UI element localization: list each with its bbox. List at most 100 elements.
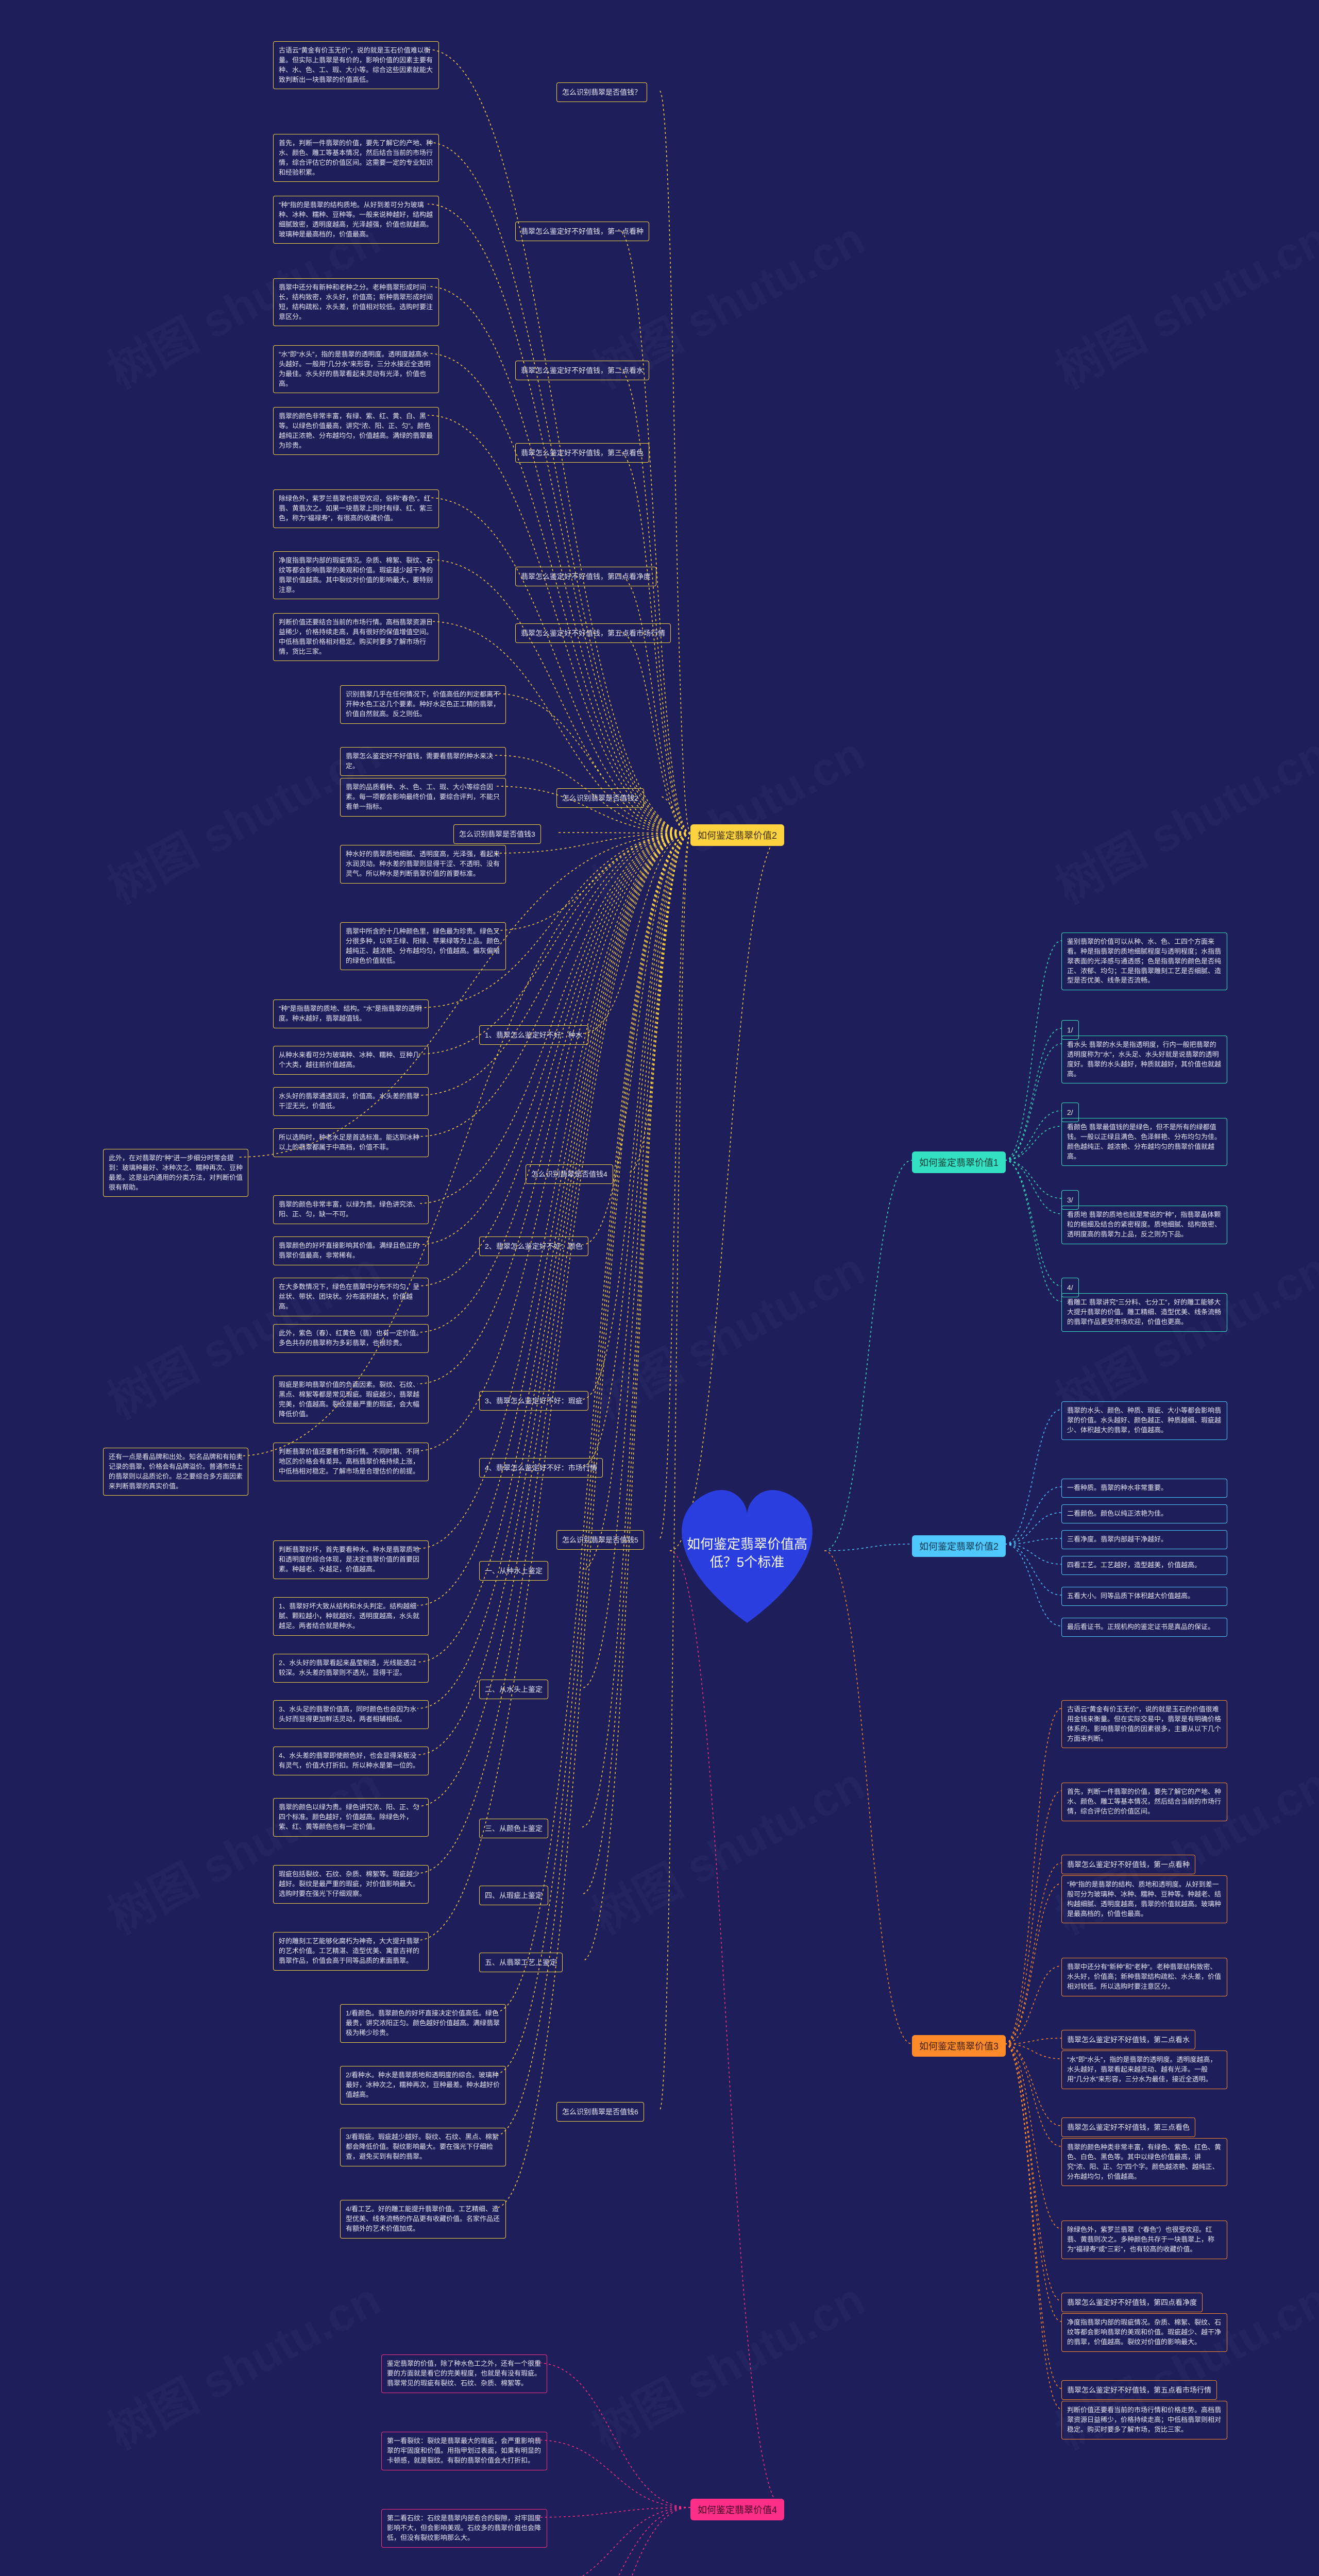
topic-body: 首先，判断一件翡翠的价值，要先了解它的产地、种水、颜色、雕工等基本情况，然后结合… (1061, 1783, 1227, 1821)
topic-body: 从种水来看可分为玻璃种、冰种、糯种、豆种几个大类，越往前价值越高。 (273, 1046, 429, 1075)
watermark: 树图 shutu.cn (1042, 717, 1319, 916)
topic-body: 瑕疵包括裂纹、石纹、杂质、棉絮等。瑕疵越少越好。裂纹是最严重的瑕疵，对价值影响最… (273, 1865, 429, 1904)
topic-body: 翡翠的颜色非常丰富，以绿为贵。绿色讲究浓、阳、正、匀，缺一不可。 (273, 1195, 429, 1224)
topic-body: “水”即“水头”，指的是翡翠的透明度。透明度越高水头越好。一般用“几分水”来形容… (273, 345, 439, 393)
topic-body: 净度指翡翠内部的瑕疵情况。杂质、棉絮、裂纹、石纹等都会影响翡翠的美观和价值。瑕疵… (1061, 2313, 1227, 2352)
watermark: 树图 shutu.cn (94, 2262, 390, 2462)
hub-node: 如何鉴定翡翠价值2 (912, 1535, 1006, 1557)
topic-body: 2/看种水。种水是翡翠质地和透明度的综合。玻璃种最好，冰种次之，糯种再次，豆种最… (340, 2066, 506, 2105)
topic-body: 判断价值还要看当前的市场行情和价格走势。高档翡翠资源日益稀少，价格持续走高；中低… (1061, 2401, 1227, 2439)
topic-body: 鉴定翡翠的价值，除了种水色工之外，还有一个很重要的方面就是看它的完美程度，也就是… (381, 2354, 547, 2393)
topic-body: 首先，判断一件翡翠的价值，要先了解它的产地、种水、颜色、雕工等基本情况，然后结合… (273, 134, 439, 182)
topic-body: 除绿色外，紫罗兰翡翠也很受欢迎，俗称“春色”。红翡、黄翡次之。如果一块翡翠上同时… (273, 489, 439, 528)
topic-body: 一看种质。翡翠的种水非常重要。 (1061, 1479, 1227, 1498)
watermark: 树图 shutu.cn (579, 1747, 874, 1946)
topic-body: 种水好的翡翠质地细腻、透明度高，光泽强，看起来水润灵动。种水差的翡翠则显得干涩、… (340, 845, 506, 884)
topic-title: 翡翠怎么鉴定好不好值钱，第二点看水 (1061, 2030, 1195, 2049)
topic-body: 判断翡翠价值还要看市场行情。不同时期、不同地区的价格会有差异。高档翡翠价格持续上… (273, 1443, 429, 1481)
topic-body: 3/看瑕疵。瑕疵越少越好。裂纹、石纹、黑点、棉絮都会降低价值。裂纹影响最大。要在… (340, 2128, 506, 2166)
topic-body: 翡翠的水头、颜色、种质、瑕疵、大小等都会影响翡翠的价值。水头越好、颜色越正、种质… (1061, 1401, 1227, 1440)
topic-title: 翡翠怎么鉴定好不好值钱，第四点看净度 (1061, 2293, 1203, 2312)
topic-title: 翡翠怎么鉴定好不好值钱，第五点看市场行情 (515, 623, 671, 643)
topic-body: 鉴别翡翠的价值可以从种、水、色、工四个方面来看。种是指翡翠的质地细腻程度与透明程… (1061, 933, 1227, 990)
topic-title: 翡翠怎么鉴定好不好值钱，第三点看色 (1061, 2117, 1195, 2137)
topic-body: 除绿色外，紫罗兰翡翠（“春色”）也很受欢迎。红翡、黄翡则次之。多种颜色共存于一块… (1061, 2221, 1227, 2259)
topic-body: 看质地 翡翠的质地也就是常说的“种”，指翡翠晶体颗粒的粗细及结合的紧密程度。质地… (1061, 1206, 1227, 1244)
topic-body: 判断翡翠好坏，首先要看种水。种水是翡翠质地和透明度的综合体现，是决定翡翠价值的首… (273, 1540, 429, 1579)
topic-title: 怎么识别翡翠是否值钱5 (556, 1530, 644, 1550)
topic-body: 古语云“黄金有价玉无价”，说的就是玉石的价值很难用金钱来衡量。但在实际交易中，翡… (1061, 1700, 1227, 1748)
mindmap-canvas: { "canvas": { "width": 2560, "height": 5… (0, 0, 1319, 2576)
topic-body: 识别翡翠几乎在任何情况下，价值高低的判定都离不开种水色工这几个要素。种好水足色正… (340, 685, 506, 724)
topic-title: 3、翡翠怎么鉴定好不好：瑕疵 (479, 1391, 588, 1411)
topic-body: 古语云“黄金有价玉无价”，说的就是玉石价值难以衡量。但实际上翡翠是有价的，影响价… (273, 41, 439, 89)
topic-body: 3、水头足的翡翠价值高，同时颜色也会因为水头好而显得更加鲜活灵动，两者相辅相成。 (273, 1700, 429, 1729)
topic-body: 瑕疵是影响翡翠价值的负面因素。裂纹、石纹、黑点、棉絮等都是常见瑕疵。瑕疵越少，翡… (273, 1376, 429, 1423)
topic-title: 怎么识别翡翠是否值钱3 (453, 824, 541, 844)
topic-body: 此外，在对翡翠的“种”进一步细分时常会提到：玻璃种最好、冰种次之、糯种再次、豆种… (103, 1149, 248, 1197)
topic-title: 翡翠怎么鉴定好不好值钱，第五点看市场行情 (1061, 2380, 1217, 2400)
topic-body: 所以选购时，种老水足是首选标准。能达到冰种以上的翡翠都属于中高档，价值不菲。 (273, 1128, 429, 1157)
topic-body: 还有一点是看品牌和出处。知名品牌和有拍卖记录的翡翠，价格会有品牌溢价。普通市场上… (103, 1448, 248, 1496)
topic-title: 一、从种水上鉴定 (479, 1561, 548, 1581)
topic-body: 第一看裂纹：裂纹是翡翠最大的瑕疵，会严重影响翡翠的牢固度和价值。用指甲划过表面，… (381, 2432, 547, 2470)
topic-title: 翡翠怎么鉴定好不好值钱，第四点看净度 (515, 567, 656, 586)
topic-body: 判断价值还要结合当前的市场行情。高档翡翠资源日益稀少，价格持续走高，具有很好的保… (273, 613, 439, 661)
topic-title: 1、翡翠怎么鉴定好不好：种水 (479, 1025, 588, 1045)
topic-body: 看颜色 翡翠最值钱的是绿色，但不是所有的绿都值钱。一般以正绿且满色、色泽鲜艳、分… (1061, 1118, 1227, 1166)
topic-body: 翡翠颜色的好坏直接影响其价值。满绿且色正的翡翠价值最高，非常稀有。 (273, 1236, 429, 1265)
topic-body: 翡翠的品质看种、水、色、工、瑕、大小等综合因素。每一项都会影响最终价值，要综合评… (340, 778, 506, 817)
hub-node: 如何鉴定翡翠价值4 (690, 2499, 784, 2520)
topic-title: 怎么识别翡翠是否值钱4 (526, 1164, 613, 1184)
edge-layer (0, 0, 1319, 2576)
topic-title: 五、从翡翠工艺上鉴定 (479, 1953, 563, 1972)
hub-node: 如何鉴定翡翠价值1 (912, 1151, 1006, 1173)
topic-body: “水”即“水头”，指的是翡翠的透明度。透明度越高，水头越好，翡翠看起来越灵动、越… (1061, 2050, 1227, 2089)
topic-body: 好的雕刻工艺能够化腐朽为神奇，大大提升翡翠的艺术价值。工艺精湛、造型优美、寓意吉… (273, 1932, 429, 1971)
topic-title: 翡翠怎么鉴定好不好值钱，第一点看种 (1061, 1855, 1195, 1874)
topic-title: 2、翡翠怎么鉴定好不好：颜色 (479, 1236, 588, 1256)
topic-title: 三、从颜色上鉴定 (479, 1819, 548, 1838)
topic-body: 翡翠中还分有新种和老种之分。老种翡翠形成时间长，结构致密，水头好，价值高；新种翡… (273, 278, 439, 326)
topic-body: 最后看证书。正规机构的鉴定证书是真品的保证。 (1061, 1618, 1227, 1637)
topic-body: 翡翠的颜色以绿为贵。绿色讲究浓、阳、正、匀四个标准。颜色越好，价值越高。除绿色外… (273, 1798, 429, 1837)
topic-body: 翡翠的颜色非常丰富，有绿、紫、红、黄、白、黑等。以绿色价值最高，讲究“浓、阳、正… (273, 407, 439, 455)
topic-body: 三看净度。翡翠内部越干净越好。 (1061, 1530, 1227, 1549)
topic-body: 4/看工艺。好的雕工能提升翡翠价值。工艺精细、造型优美、线条流畅的作品更有收藏价… (340, 2200, 506, 2239)
topic-body: 四看工艺。工艺越好，造型越美，价值越高。 (1061, 1556, 1227, 1575)
topic-body: “种”指的是翡翠的结构、质地和透明度。从好到差一般可分为玻璃种、冰种、糯种、豆种… (1061, 1875, 1227, 1923)
topic-body: 翡翠中所含的十几种颜色里，绿色最为珍贵。绿色又分很多种，以帝王绿、阳绿、苹果绿等… (340, 922, 506, 970)
topic-body: 1/看颜色。翡翠颜色的好坏直接决定价值高低。绿色最贵，讲究浓阳正匀。颜色越好价值… (340, 2004, 506, 2043)
topic-title: 翡翠怎么鉴定好不好值钱，第二点看水 (515, 361, 649, 380)
topic-body: 看雕工 翡翠讲究“三分料、七分工”，好的雕工能够大大提升翡翠的价值。雕工精细、造… (1061, 1293, 1227, 1332)
watermark: 树图 shutu.cn (1042, 201, 1319, 401)
watermark: 树图 shutu.cn (579, 1232, 874, 1431)
topic-body: 4、水头差的翡翠即使颜色好，也会显得呆板没有灵气，价值大打折扣。所以种水是第一位… (273, 1747, 429, 1775)
topic-body: “种”指的是翡翠的结构质地。从好到差可分为玻璃种、冰种、糯种、豆种等。一般来说种… (273, 196, 439, 244)
topic-title: 怎么识别翡翠是否值钱？ (556, 82, 647, 102)
topic-body: 净度指翡翠内部的瑕疵情况。杂质、棉絮、裂纹、石纹等都会影响翡翠的美观和价值。瑕疵… (273, 551, 439, 599)
topic-title: 二、从水头上鉴定 (479, 1680, 548, 1699)
watermark: 树图 shutu.cn (579, 2262, 874, 2462)
topic-body: 1、翡翠好坏大致从结构和水头判定。结构越细腻、颗粒越小，种就越好。透明度越高，水… (273, 1597, 429, 1636)
topic-body: 第二看石纹：石纹是翡翠内部愈合的裂隙，对牢固度影响不大，但会影响美观。石纹多的翡… (381, 2509, 547, 2548)
topic-body: 2、水头好的翡翠看起来晶莹剔透，光线能透过较深。水头差的翡翠则不透光，显得干涩。 (273, 1654, 429, 1683)
topic-title: 怎么识别翡翠是否值钱2 (556, 788, 644, 808)
topic-body: 翡翠怎么鉴定好不好值钱，需要看翡翠的种水来决定。 (340, 747, 506, 776)
topic-body: 翡翠中还分有“新种”和“老种”。老种翡翠结构致密、水头好，价值高；新种翡翠结构疏… (1061, 1958, 1227, 1996)
topic-title: 四、从瑕疵上鉴定 (479, 1886, 548, 1905)
topic-body: 翡翠的颜色种类非常丰富，有绿色、紫色、红色、黄色、白色、黑色等。其中以绿色价值最… (1061, 2138, 1227, 2186)
topic-body: 在大多数情况下，绿色在翡翠中分布不均匀，呈丝状、带状、团块状。分布面积越大，价值… (273, 1278, 429, 1316)
hub-node: 如何鉴定翡翠价值3 (912, 2035, 1006, 2057)
topic-title: 翡翠怎么鉴定好不好值钱，第三点看色 (515, 443, 649, 463)
root-label: 如何鉴定翡翠价值高低？5个标准 (660, 1535, 835, 1571)
topic-body: 二看颜色。颜色以纯正浓艳为佳。 (1061, 1504, 1227, 1523)
topic-title: 4、翡翠怎么鉴定好不好：市场行情 (479, 1458, 603, 1478)
watermark: 树图 shutu.cn (579, 717, 874, 916)
topic-title: 翡翠怎么鉴定好不好值钱，第一点看种 (515, 222, 649, 241)
topic-body: 水头好的翡翠通透润泽，价值高。水头差的翡翠干涩无光，价值低。 (273, 1087, 429, 1116)
topic-body: 此外，紫色（春）、红黄色（翡）也有一定价值。多色共存的翡翠称为多彩翡翠，也很珍贵… (273, 1324, 429, 1353)
topic-body: 看水头 翡翠的水头是指透明度，行内一般把翡翠的透明度称为“水”，水头足、水头好就… (1061, 1036, 1227, 1083)
topic-body: “种”是指翡翠的质地、结构。“水”是指翡翠的透明度。种水越好，翡翠越值钱。 (273, 999, 429, 1028)
watermark: 树图 shutu.cn (94, 1747, 390, 1946)
